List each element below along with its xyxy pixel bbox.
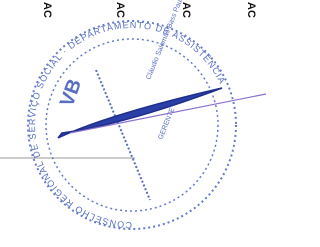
header-label: AC [245,2,257,18]
header-label: AC [41,2,53,18]
header-label: AC [114,2,126,18]
scanned-page: AC AC AC AC CONSELHO REGIONAL DE SERVIÇO… [0,0,271,247]
paper [0,0,271,247]
